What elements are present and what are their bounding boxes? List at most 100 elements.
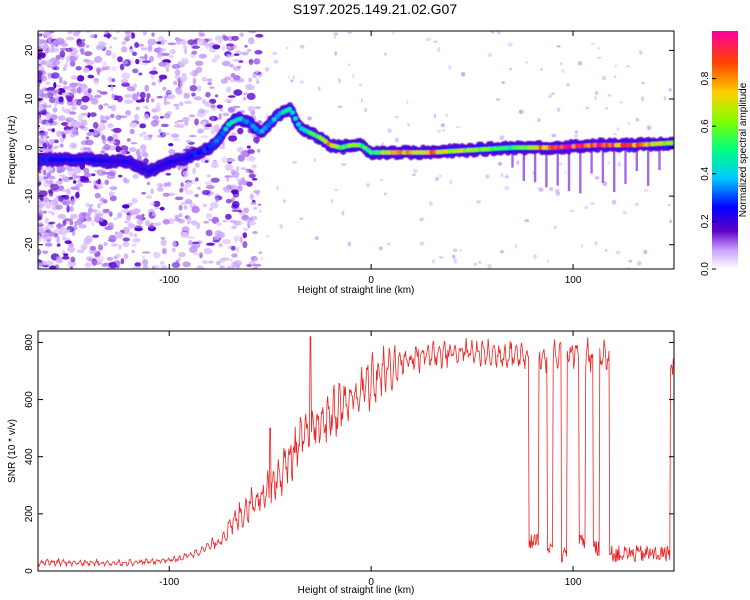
noise-blob [95, 180, 100, 184]
noise-blob [84, 262, 92, 268]
noise-blob [86, 132, 93, 136]
noise-dot [333, 32, 339, 36]
noise-blob [244, 218, 253, 223]
noise-blob [122, 204, 130, 209]
noise-dot [313, 158, 317, 162]
noise-blob [109, 45, 113, 49]
noise-dot [594, 96, 598, 100]
noise-blob [142, 251, 151, 254]
noise-dot [292, 75, 296, 80]
noise-blob [131, 93, 139, 101]
spectrogram-frame [37, 30, 675, 270]
x-tick-label: 0 [368, 577, 374, 588]
noise-blob [160, 236, 166, 240]
noise-dot [252, 134, 257, 138]
ridge-core [265, 123, 271, 128]
noise-blob [80, 146, 88, 153]
noise-blob [108, 211, 113, 217]
noise-dot [605, 249, 608, 252]
noise-blob [76, 217, 84, 222]
noise-blob [156, 95, 163, 99]
noise-dot [448, 65, 452, 70]
noise-blob [109, 186, 118, 191]
noise-dot [330, 198, 333, 204]
noise-blob [204, 181, 213, 186]
snr-y-label: SNR (10 * v/v) [7, 419, 18, 483]
noise-blob [57, 166, 66, 173]
noise-blob [59, 50, 66, 58]
noise-dot [602, 75, 607, 81]
noise-blob [192, 45, 200, 49]
noise-blob [94, 213, 101, 221]
noise-blob [247, 221, 257, 226]
noise-blob [231, 35, 239, 41]
noise-blob [42, 260, 47, 266]
noise-blob [87, 204, 94, 207]
noise-blob [56, 243, 61, 247]
spectrogram-y-label: Frequency (Hz) [7, 116, 18, 185]
noise-blob [122, 241, 130, 248]
noise-blob [144, 84, 150, 92]
noise-blob [209, 86, 215, 89]
noise-blob [102, 199, 108, 204]
noise-blob [51, 211, 55, 216]
noise-blob [80, 104, 88, 111]
noise-dot [358, 83, 363, 87]
noise-blob [136, 219, 143, 225]
colorbar-tick-label: 0.6 [700, 119, 711, 133]
noise-blob [150, 119, 159, 127]
noise-blob [107, 136, 114, 142]
noise-blob [156, 41, 162, 45]
colorbar-tick-label: 0.0 [700, 262, 711, 276]
noise-blob [211, 216, 219, 224]
noise-blob [156, 102, 161, 109]
noise-blob [38, 261, 43, 269]
noise-blob [252, 263, 262, 267]
noise-blob [69, 206, 74, 212]
noise-blob [68, 176, 73, 180]
noise-blob [177, 119, 184, 123]
noise-blob [185, 139, 191, 143]
noise-blob [135, 214, 143, 219]
noise-blob [160, 261, 165, 265]
noise-blob [97, 244, 104, 251]
snr-panel: -100 0 100 0 200 400 600 800 Height of straigh… [7, 330, 675, 596]
noise-dot [551, 92, 555, 96]
noise-blob [46, 224, 55, 229]
streak [522, 147, 525, 181]
noise-blob [246, 263, 253, 268]
noise-blob [237, 127, 244, 135]
noise-dot [438, 174, 443, 178]
noise-blob [178, 213, 183, 218]
noise-blob [86, 257, 93, 262]
noise-blob [221, 60, 231, 67]
noise-dot [540, 68, 543, 71]
noise-dot [551, 133, 556, 138]
noise-blob [151, 98, 155, 103]
x-tick-label: -100 [159, 275, 179, 286]
noise-blob [151, 108, 158, 113]
noise-blob [198, 31, 204, 35]
noise-dot [258, 210, 262, 213]
noise-blob [42, 32, 50, 36]
noise-dot [622, 210, 627, 215]
noise-dot [363, 107, 368, 113]
noise-blob [254, 50, 263, 55]
noise-dot [387, 128, 392, 133]
noise-blob [154, 206, 160, 210]
noise-blob [38, 32, 42, 37]
noise-blob [193, 96, 202, 101]
noise-dot [607, 161, 610, 165]
noise-blob [58, 195, 64, 202]
noise-blob [62, 66, 67, 71]
noise-blob [158, 74, 168, 80]
noise-dot [643, 249, 648, 255]
noise-blob [124, 36, 130, 42]
noise-blob [192, 167, 196, 175]
noise-dot [279, 224, 284, 229]
noise-blob [117, 212, 122, 219]
noise-blob [117, 56, 123, 63]
noise-blob [89, 112, 97, 117]
noise-dot [261, 256, 264, 261]
noise-blob [50, 200, 55, 205]
